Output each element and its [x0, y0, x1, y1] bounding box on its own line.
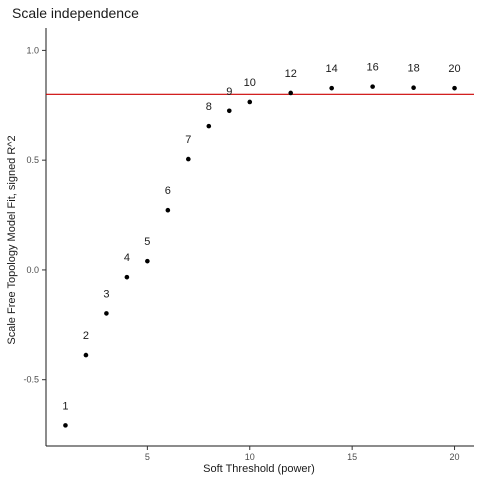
point-label: 9: [226, 86, 232, 98]
data-point: [124, 274, 130, 280]
data-point: [165, 207, 171, 213]
data-point: [104, 311, 109, 316]
point-label: 6: [165, 185, 171, 197]
data-point: [226, 108, 232, 114]
y-tick-label: 0.0: [26, 265, 39, 275]
x-tick-label: 5: [145, 452, 150, 462]
chart-title: Scale independence: [12, 5, 139, 21]
y-tick-label: -0.5: [23, 375, 39, 385]
data-point: [206, 123, 212, 129]
point-label: 2: [83, 330, 89, 342]
data-point: [329, 85, 334, 91]
x-tick-label: 20: [450, 452, 460, 462]
point-label: 12: [285, 68, 297, 80]
x-axis-title: Soft Threshold (power): [203, 463, 315, 475]
data-point: [145, 258, 150, 264]
point-label: 14: [326, 63, 338, 75]
point-label: 7: [185, 134, 191, 146]
data-point: [83, 352, 89, 358]
point-label: 8: [206, 101, 212, 113]
x-tick-label: 15: [347, 452, 357, 462]
point-label: 4: [124, 252, 130, 264]
point-label: 16: [367, 62, 379, 74]
point-label: 20: [448, 63, 460, 75]
data-point: [247, 99, 253, 105]
point-label: 10: [244, 77, 256, 89]
x-tick-label: 10: [245, 452, 255, 462]
y-axis-title: Scale Free Topology Model Fit, signed R^…: [6, 135, 18, 344]
point-label: 3: [103, 288, 109, 300]
y-tick-label: 0.5: [26, 155, 39, 165]
data-point: [370, 84, 375, 89]
point-label: 1: [62, 400, 68, 412]
data-point: [288, 90, 294, 96]
data-point: [452, 85, 457, 91]
data-point: [411, 85, 416, 91]
data-point: [186, 156, 191, 162]
point-label: 18: [407, 63, 419, 75]
point-label: 5: [144, 236, 150, 248]
data-point: [63, 423, 68, 428]
y-tick-label: 1.0: [26, 45, 39, 55]
